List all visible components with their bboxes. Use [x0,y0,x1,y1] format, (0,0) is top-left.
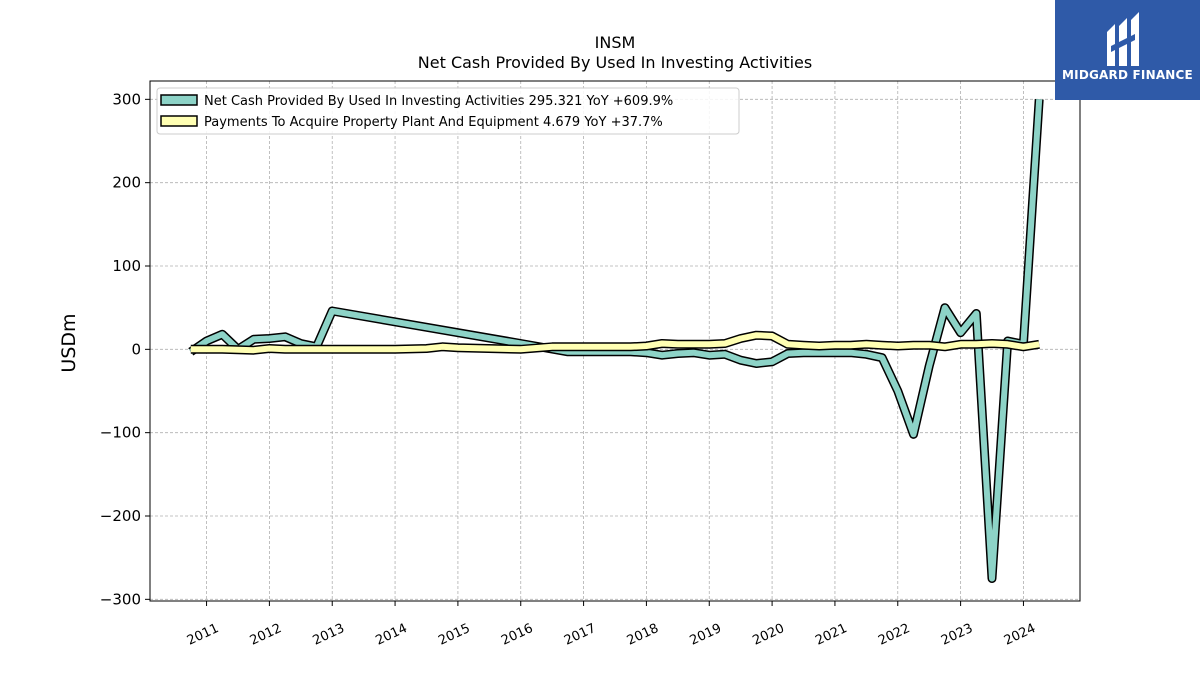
y-tick-label: 100 [112,257,141,275]
brand-logo: MIDGARD FINANCE [1055,0,1200,100]
x-tick-label: 2016 [499,621,535,649]
y-axis: −300 −200 −100 0 100 200 300 [100,90,150,608]
series-line-0 [189,99,1043,582]
x-tick-label: 2011 [185,621,221,649]
y-tick-label: 0 [131,340,141,358]
y-tick-label: −200 [100,507,141,525]
series-line-1 [190,332,1040,354]
x-tick-label: 2013 [311,621,347,649]
x-tick-label: 2017 [562,621,598,649]
x-tick-label: 2012 [248,621,284,649]
x-tick-label: 2023 [939,621,975,649]
brand-name: MIDGARD FINANCE [1062,68,1193,82]
legend-swatch-1 [160,115,198,127]
x-tick-label: 2019 [688,621,724,649]
legend-swatch-0 [160,94,198,106]
legend-entry-0: Net Cash Provided By Used In Investing A… [204,94,673,109]
legend: Net Cash Provided By Used In Investing A… [156,87,740,135]
y-axis-label: USDm [58,313,80,372]
plot-frame [149,80,1081,602]
y-tick-label: −300 [100,590,141,608]
x-axis: 2011 2012 2013 2014 2015 2016 2017 2018 2019 2020… [185,601,1038,649]
y-tick-label: −100 [100,424,141,442]
chart-title: INSM [595,33,636,52]
x-tick-label: 2020 [750,621,786,649]
x-tick-label: 2018 [625,621,661,649]
x-tick-label: 2024 [1002,621,1038,649]
chart-subtitle: Net Cash Provided By Used In Investing A… [418,53,812,72]
y-tick-label: 300 [112,90,141,108]
series-lines [188,99,1044,583]
legend-entry-1: Payments To Acquire Property Plant And E… [204,115,663,130]
brand-logo-icon [1107,12,1139,66]
x-tick-label: 2015 [436,621,472,649]
x-tick-label: 2021 [813,621,849,649]
legend-box [156,87,740,135]
y-tick-label: 200 [112,174,141,192]
x-tick-label: 2022 [876,621,912,649]
x-tick-label: 2014 [373,621,409,649]
